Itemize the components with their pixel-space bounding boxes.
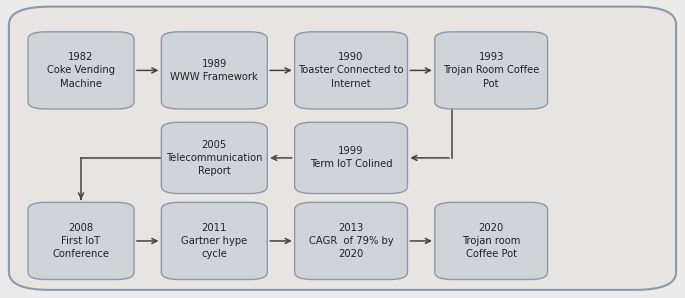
FancyBboxPatch shape xyxy=(295,202,408,280)
FancyBboxPatch shape xyxy=(28,202,134,280)
Text: 2005
Telecommunication
Report: 2005 Telecommunication Report xyxy=(166,140,262,176)
FancyBboxPatch shape xyxy=(435,202,547,280)
FancyBboxPatch shape xyxy=(9,7,676,290)
FancyBboxPatch shape xyxy=(435,32,547,109)
Text: 1989
WWW Framework: 1989 WWW Framework xyxy=(171,59,258,82)
FancyBboxPatch shape xyxy=(162,122,267,193)
Text: 1990
Toaster Connected to
Internet: 1990 Toaster Connected to Internet xyxy=(298,52,403,89)
Text: 1993
Trojan Room Coffee
Pot: 1993 Trojan Room Coffee Pot xyxy=(443,52,539,89)
Text: 2020
Trojan room
Coffee Pot: 2020 Trojan room Coffee Pot xyxy=(462,223,521,259)
FancyBboxPatch shape xyxy=(295,32,408,109)
Text: 2011
Gartner hype
cycle: 2011 Gartner hype cycle xyxy=(182,223,247,259)
Text: 1982
Coke Vending
Machine: 1982 Coke Vending Machine xyxy=(47,52,115,89)
Text: 1999
Term IoT Colined: 1999 Term IoT Colined xyxy=(310,146,393,170)
FancyBboxPatch shape xyxy=(162,32,267,109)
FancyBboxPatch shape xyxy=(162,202,267,280)
Text: 2013
CAGR  of 79% by
2020: 2013 CAGR of 79% by 2020 xyxy=(309,223,393,259)
Text: 2008
First IoT
Conference: 2008 First IoT Conference xyxy=(53,223,110,259)
FancyBboxPatch shape xyxy=(28,32,134,109)
FancyBboxPatch shape xyxy=(295,122,408,193)
